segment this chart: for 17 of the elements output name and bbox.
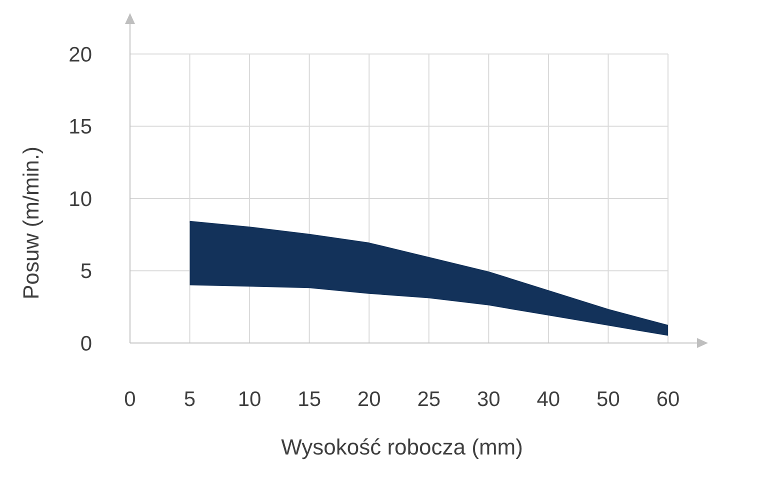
y-tick-label: 5 [80,260,92,284]
x-tick-label: 30 [476,388,500,411]
x-tick-label: 5 [184,388,196,411]
y-axis-title: Posuw (m/min.) [18,146,44,300]
y-tick-label: 15 [68,116,92,139]
x-axis-title: Wysokość robocza (mm) [281,434,523,460]
x-tick-label: 40 [536,388,560,411]
x-tick-label: 60 [656,388,680,411]
x-tick-label: 50 [596,388,620,411]
x-tick-label: 10 [238,388,262,411]
y-tick-label: 10 [68,188,92,211]
y-tick-label: 20 [68,43,92,66]
y-tick-label: 0 [80,332,92,356]
x-tick-label: 0 [124,388,136,411]
x-tick-label: 20 [357,388,381,411]
x-tick-label: 25 [417,388,441,411]
x-tick-label: 15 [298,388,322,411]
